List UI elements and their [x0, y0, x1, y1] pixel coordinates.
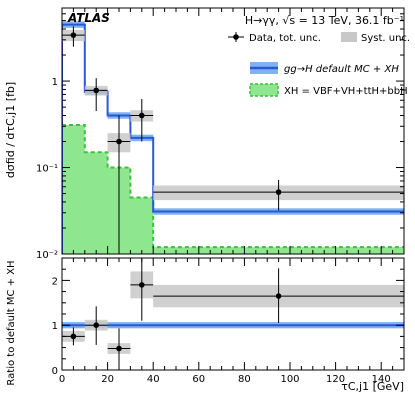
xh-histogram-fill — [62, 125, 404, 254]
x-tick-label: 0 — [59, 374, 65, 385]
top-plot-area — [62, 21, 404, 254]
ratio-point — [139, 282, 145, 288]
data-point — [275, 189, 282, 195]
legend-xh-swatch — [249, 83, 279, 97]
ggh-histogram-line — [62, 23, 404, 254]
x-tick-label: 120 — [326, 374, 345, 385]
ratio-point — [275, 293, 282, 299]
ratio-ytick-label: 1 — [52, 321, 58, 332]
experiment-label: ATLAS — [67, 11, 110, 25]
ratio-plot-area — [62, 258, 404, 369]
top-panel: 10⁻² 10⁻¹ 1 — [36, 7, 405, 261]
ratio-point — [93, 322, 99, 329]
x-tick-label: 60 — [192, 374, 205, 385]
top-ytick-label: 1 — [52, 77, 58, 88]
x-tick-label: 140 — [372, 374, 391, 385]
ratio-ylabel: Ratio to default MC + XH — [6, 260, 17, 385]
legend-data-label: Data, tot. unc. — [249, 33, 321, 44]
legend-syst-label: Syst. unc. — [361, 33, 410, 44]
x-tick-label: 100 — [280, 374, 299, 385]
ratio-ytick-label: 2 — [52, 276, 58, 287]
x-tick-label: 80 — [238, 374, 251, 385]
ratio-point — [116, 345, 122, 352]
process-label: H→γγ, √s = 13 TeV, 36.1 fb⁻¹ — [245, 14, 404, 27]
x-axis-label: τC,j1 [GeV] — [341, 380, 404, 393]
legend-syst-swatch — [341, 32, 357, 42]
ratio-point — [70, 333, 77, 340]
x-tick-label: 20 — [101, 374, 114, 385]
legend-ggh-label: gg→H default MC + XH — [284, 64, 399, 75]
legend-data-marker — [233, 34, 239, 40]
top-ylabel: dσfid / dτC,j1 [fb] — [4, 82, 17, 178]
data-point — [116, 138, 122, 145]
top-ytick-label: 10⁻¹ — [36, 164, 58, 175]
data-point — [139, 112, 145, 119]
top-ytick-label: 10⁻² — [36, 250, 58, 261]
data-point — [70, 32, 77, 38]
legend: Data, tot. unc. Syst. unc. gg→H default … — [228, 32, 410, 97]
data-point — [93, 87, 99, 94]
ratio-ytick-label: 0 — [52, 366, 58, 377]
legend-xh-label: XH = VBF+VH+ttH+bbH — [284, 86, 408, 97]
x-tick-label: 40 — [147, 374, 160, 385]
